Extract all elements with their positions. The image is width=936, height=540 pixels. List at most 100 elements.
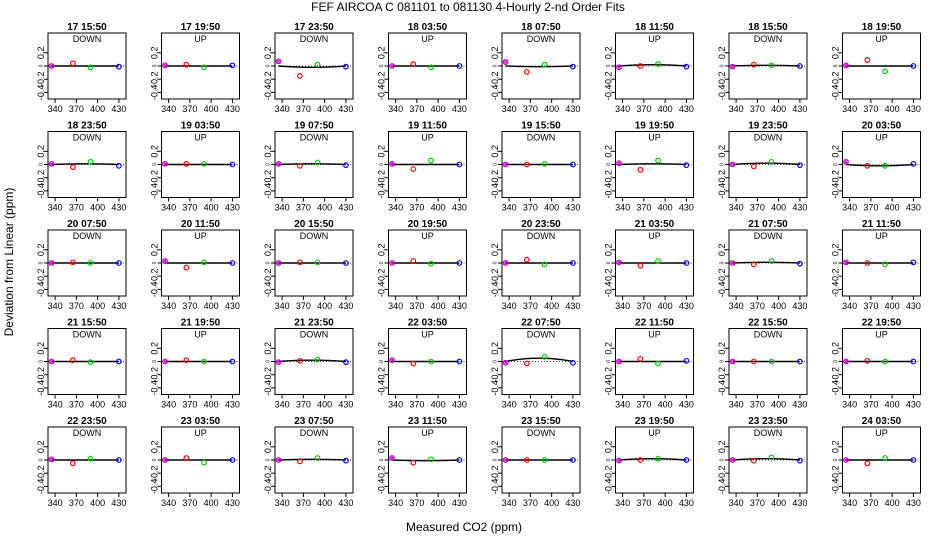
standard-point [275, 160, 282, 167]
panel-direction: DOWN [527, 231, 556, 241]
standard-point [683, 260, 690, 266]
y-tick-label: 0 [152, 360, 158, 363]
panel-direction: UP [194, 133, 207, 143]
x-tick-label: 370 [523, 203, 538, 213]
panel-title: 21 11:50 [862, 219, 901, 230]
standard-point [637, 166, 644, 173]
y-tick-label: -0.2 [717, 71, 727, 87]
panel-title: 20 23:50 [521, 219, 561, 230]
standard-point [389, 63, 395, 69]
x-tick-label: 340 [388, 203, 403, 213]
x-tick-label: 400 [317, 203, 332, 213]
x-tick-label: 430 [338, 400, 353, 410]
y-tick-label: -0.4 [149, 282, 159, 298]
standard-point [882, 261, 888, 268]
y-tick-label: -0.2 [149, 268, 159, 284]
y-tick-label: -0.4 [263, 183, 273, 199]
y-tick-label: 0 [152, 163, 158, 166]
x-tick-label: 370 [863, 400, 878, 410]
x-tick-label: 430 [452, 301, 467, 311]
panel-direction: DOWN [527, 428, 556, 438]
x-tick-label: 370 [750, 203, 765, 213]
panel-title: 21 07:50 [748, 219, 788, 230]
y-tick-label: 0.2 [263, 342, 273, 355]
standard-point [864, 460, 871, 467]
standard-point-cross [730, 260, 735, 266]
y-tick-label: 0.2 [36, 244, 46, 257]
x-axis-label: Measured CO2 (ppm) [406, 520, 522, 534]
y-axis-label: Deviation from Linear (ppm) [2, 188, 16, 337]
panel-direction: DOWN [754, 133, 783, 143]
panel-direction: UP [648, 34, 661, 44]
x-tick-label: 400 [885, 203, 900, 213]
standard-point [201, 358, 207, 365]
x-tick-label: 430 [679, 104, 694, 114]
panel-direction: UP [421, 34, 434, 44]
standard-point-cross [503, 457, 508, 463]
standard-point [570, 161, 576, 168]
x-tick-label: 340 [161, 104, 176, 114]
standard-point [541, 261, 548, 268]
y-tick-label: 0 [266, 458, 272, 461]
x-tick-label: 340 [502, 104, 517, 114]
standard-point-cross [49, 260, 54, 266]
x-tick-label: 340 [48, 203, 63, 213]
x-tick-label: 400 [771, 301, 786, 311]
y-tick-label: -0.2 [36, 170, 46, 186]
standard-point-cross [49, 63, 54, 69]
x-tick-label: 400 [431, 301, 446, 311]
y-tick-label: -0.4 [603, 183, 613, 199]
panel-direction: UP [421, 428, 434, 438]
standard-point [48, 160, 55, 167]
x-tick-label: 340 [275, 203, 290, 213]
standard-point [428, 456, 434, 463]
standard-point [48, 63, 55, 69]
x-tick-label: 340 [388, 400, 403, 410]
panel-title: 21 03:50 [635, 219, 675, 230]
standard-point [162, 258, 168, 264]
x-tick-label: 400 [771, 498, 786, 508]
standard-point [410, 166, 417, 173]
y-tick-label: -0.4 [603, 85, 613, 101]
standard-point [523, 457, 530, 463]
y-tick-label: -0.2 [263, 71, 273, 87]
standard-point [116, 260, 122, 266]
standard-point [683, 162, 690, 169]
y-tick-label: 0 [379, 360, 385, 363]
standard-point [456, 260, 463, 266]
x-tick-label: 430 [679, 498, 694, 508]
x-tick-label: 400 [317, 400, 332, 410]
standard-point-cross [389, 260, 395, 266]
standard-point-cross [503, 360, 508, 366]
standard-point [616, 160, 622, 167]
x-tick-label: 430 [452, 498, 467, 508]
standard-point [797, 162, 803, 169]
standard-point [201, 160, 207, 167]
x-tick-label: 370 [69, 203, 84, 213]
panel-direction: DOWN [300, 133, 329, 143]
panel-direction: UP [648, 330, 661, 340]
x-tick-label: 430 [792, 301, 807, 311]
panel-title: 22 03:50 [408, 318, 448, 329]
standard-point [729, 260, 736, 266]
panel-title: 21 15:50 [67, 318, 107, 329]
y-tick-label: -0.4 [490, 282, 500, 298]
y-tick-label: 0 [833, 64, 839, 67]
standard-point [275, 58, 282, 65]
standard-point [616, 64, 622, 71]
x-tick-label: 400 [885, 301, 900, 311]
fit-curve [278, 65, 346, 69]
y-tick-label: 0.2 [830, 244, 840, 257]
y-tick-label: 0.2 [490, 145, 500, 158]
y-tick-label: 0 [720, 261, 726, 264]
standard-point [523, 256, 530, 263]
standard-point [116, 162, 122, 169]
x-tick-label: 340 [48, 498, 63, 508]
